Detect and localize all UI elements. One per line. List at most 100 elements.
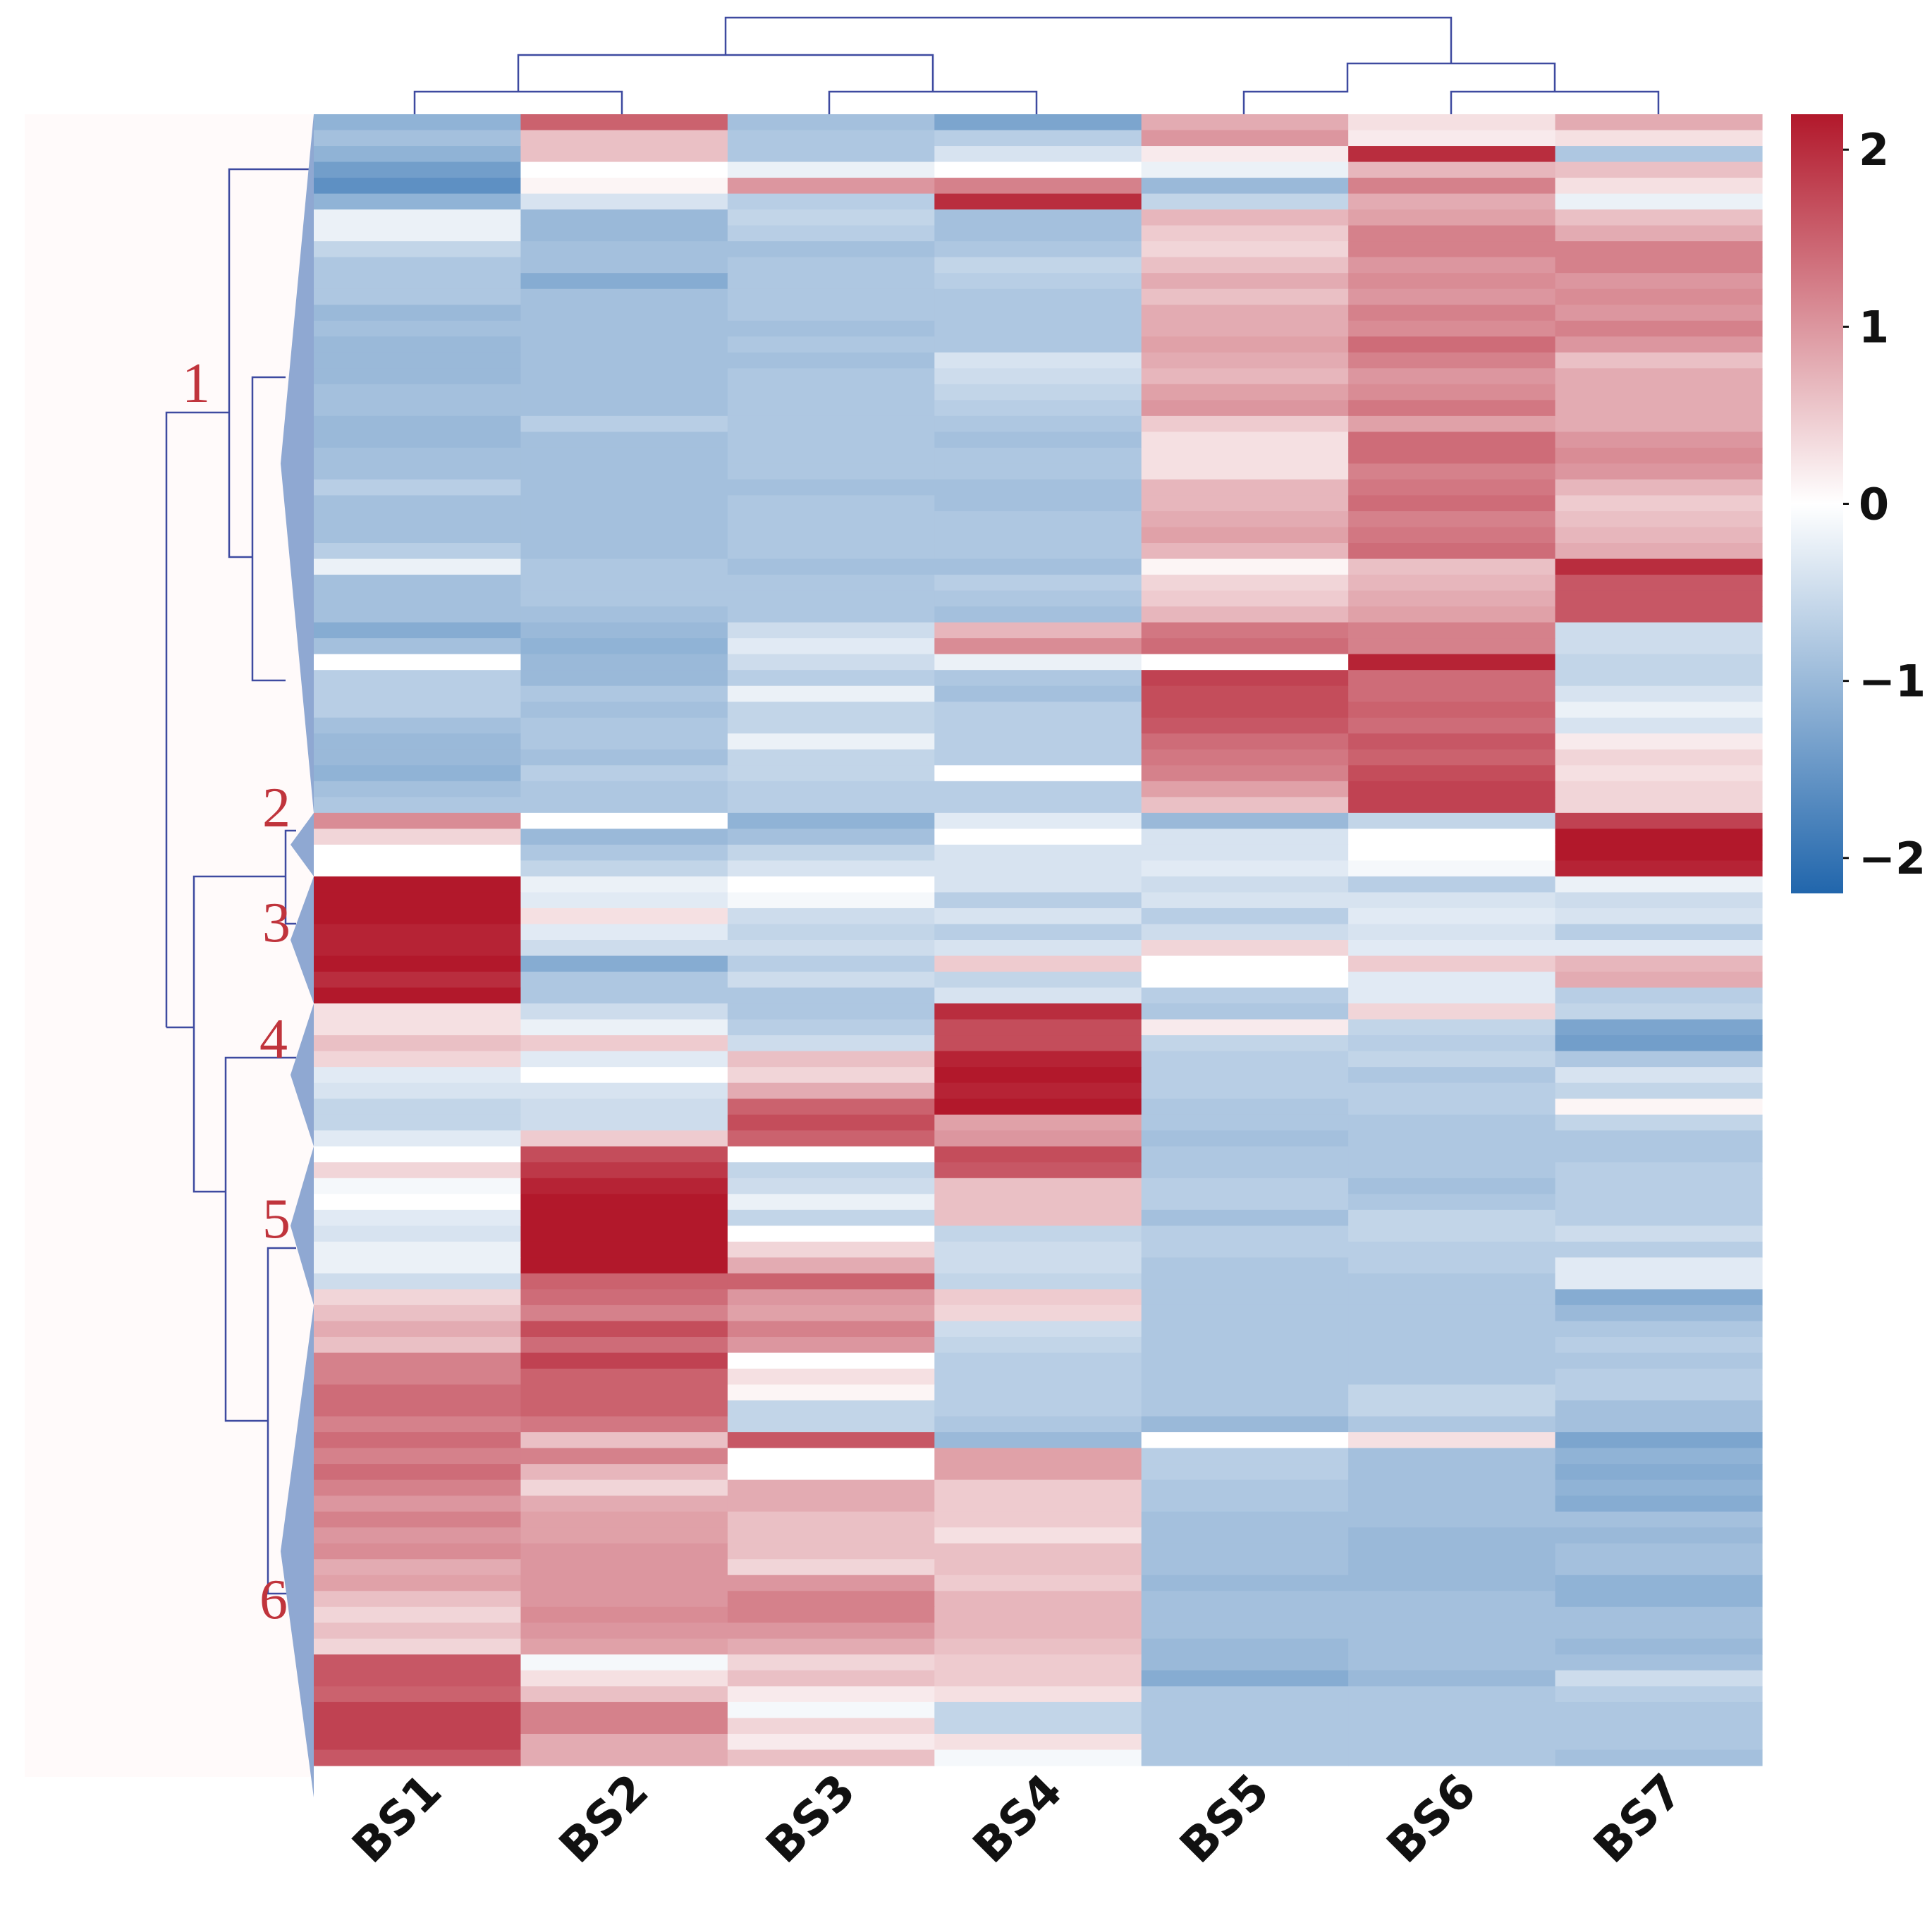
row-panel-background [25,114,314,1777]
heatmap-cell [1348,1003,1556,1020]
heatmap-cell [1141,543,1349,560]
heatmap-cell [520,384,728,401]
heatmap-cell [934,1654,1142,1671]
heatmap-cell [314,1416,522,1433]
heatmap-cell [727,972,935,989]
heatmap-cell [1348,1194,1556,1211]
heatmap-cell [314,749,522,766]
heatmap-cell [1348,685,1556,702]
heatmap-cell [314,1035,522,1052]
heatmap-cell [1348,924,1556,941]
heatmap-cell [1141,161,1349,178]
heatmap-cell [934,1479,1142,1496]
heatmap-cell [314,527,522,544]
heatmap-cell [1141,907,1349,925]
heatmap-cell [1555,1701,1763,1719]
heatmap-cell [314,702,522,719]
heatmap-cell [520,1559,728,1576]
heatmap-cell [1555,463,1763,480]
heatmap-cell [727,1099,935,1116]
heatmap-cell [314,1019,522,1036]
row-dendrogram [165,168,310,1595]
heatmap-cell [520,463,728,480]
heatmap-cell [1348,1273,1556,1290]
heatmap-cell [520,193,728,210]
colorbar-tick-label: 2 [1859,124,1889,176]
heatmap-cell [1555,1670,1763,1687]
heatmap-cell [1141,130,1349,147]
heatmap-cell [314,638,522,655]
heatmap-cell [727,1257,935,1274]
heatmap-cell [520,1543,728,1560]
heatmap-cell [934,1035,1142,1052]
heatmap-cell [520,241,728,258]
heatmap-cell [1555,400,1763,417]
heatmap-cell [1141,685,1349,702]
heatmap-cell [1348,1369,1556,1386]
heatmap-cell [520,1035,728,1052]
heatmap-cell [1141,1114,1349,1131]
heatmap-cell [520,1273,728,1290]
heatmap-cell [1555,193,1763,210]
heatmap-cell [520,1194,728,1211]
heatmap-cell [1141,575,1349,592]
heatmap-cell [727,1400,935,1417]
heatmap-cell [1141,178,1349,195]
heatmap-cell [727,590,935,607]
heatmap-cell [934,558,1142,575]
heatmap-cell [520,1226,728,1242]
heatmap-cells [314,114,1763,1766]
heatmap-cell [934,368,1142,385]
heatmap-cell [520,1369,728,1386]
heatmap-cell [1348,1241,1556,1258]
heatmap-cell [314,130,522,147]
heatmap-cell [1141,924,1349,941]
heatmap-cell [520,638,728,655]
heatmap-cell [520,622,728,639]
heatmap-cell [1348,1496,1556,1512]
heatmap-cell [1141,702,1349,719]
heatmap-cell [1141,1273,1349,1290]
heatmap-cell [934,1209,1142,1226]
heatmap-cell [314,558,522,575]
heatmap-cell [727,797,935,814]
heatmap-cell [1348,1178,1556,1194]
heatmap-cell [314,447,522,465]
heatmap-cell [727,400,935,417]
dendro-branch-1-root [165,411,229,1027]
heatmap-cell [314,241,522,258]
heatmap-cell [1141,320,1349,337]
heatmap-cell [934,1257,1142,1274]
heatmap-cell [727,622,935,639]
heatmap-cell [727,1162,935,1179]
heatmap-cell [520,1511,728,1528]
heatmap-cell [727,479,935,496]
heatmap-cell [934,1241,1142,1258]
heatmap-cell [1141,892,1349,909]
heatmap-cell [934,1289,1142,1306]
heatmap-cell [314,972,522,989]
heatmap-cell [1348,654,1556,671]
heatmap-cell [1141,1701,1349,1719]
heatmap-cell [520,733,728,750]
heatmap-cell [727,575,935,592]
column-dendrogram [413,16,1660,114]
heatmap-cell [1555,384,1763,401]
heatmap-cell [727,1511,935,1528]
heatmap-cell [1141,1496,1349,1512]
heatmap-cell [520,558,728,575]
heatmap-cell [520,685,728,702]
heatmap-cell [520,1701,728,1719]
heatmap-cell [520,1527,728,1544]
heatmap-cell [1348,273,1556,290]
heatmap-cell [520,844,728,861]
heatmap-cell [934,1178,1142,1194]
heatmap-cell [934,1321,1142,1338]
heatmap-cell [1141,1591,1349,1608]
heatmap-cell [314,161,522,178]
col-dendro-bs6-bs7 [1450,90,1660,114]
heatmap-cell [1141,717,1349,734]
heatmap-cell [727,1527,935,1544]
heatmap-cell [314,336,522,353]
heatmap-cell [727,241,935,258]
